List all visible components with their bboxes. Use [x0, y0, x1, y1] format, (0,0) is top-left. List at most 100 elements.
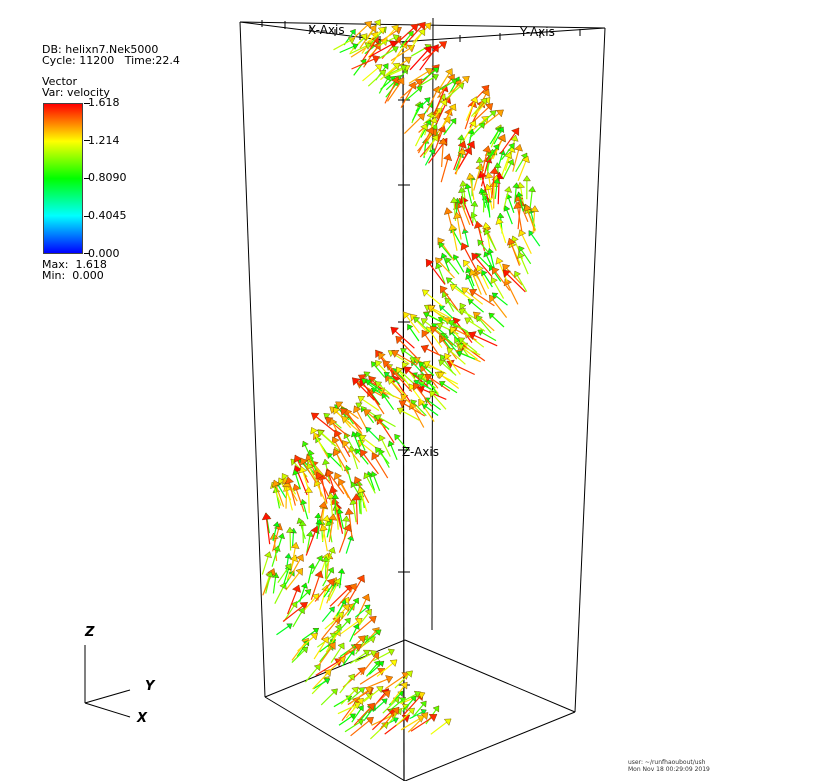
- legend-variable: Var: velocity: [42, 86, 110, 99]
- velocity-arrow-head: [373, 660, 381, 668]
- velocity-arrow-head: [428, 713, 438, 723]
- velocity-arrow-head: [450, 196, 459, 204]
- velocity-arrow-head: [382, 63, 389, 70]
- velocity-arrow-head: [351, 431, 358, 438]
- velocity-arrow-head: [332, 407, 341, 415]
- velocity-arrow-head: [449, 118, 457, 125]
- velocity-arrow-head: [341, 416, 350, 424]
- velocity-arrow-head: [363, 472, 371, 480]
- velocity-arrow-head: [421, 403, 429, 410]
- velocity-arrow-head: [457, 134, 465, 141]
- velocity-arrow-head: [375, 446, 382, 454]
- velocity-arrow-head: [416, 715, 425, 723]
- velocity-arrow-head: [473, 220, 484, 229]
- velocity-arrow-head: [356, 574, 365, 583]
- velocity-arrow-head: [300, 582, 308, 589]
- velocity-arrow-head: [342, 440, 350, 449]
- velocity-arrow-head: [420, 344, 430, 354]
- velocity-arrow-head: [444, 108, 453, 117]
- velocity-arrow-head: [313, 663, 321, 671]
- velocity-arrow-head: [502, 263, 511, 272]
- velocity-arrow-head: [295, 554, 304, 562]
- velocity-arrow-head: [470, 200, 479, 207]
- velocity-arrow-head: [448, 223, 458, 231]
- velocity-arrow-head: [437, 125, 447, 134]
- velocity-arrow-head: [478, 187, 486, 194]
- velocity-arrow-head: [331, 493, 340, 499]
- velocity-arrow-head: [364, 604, 371, 611]
- velocity-arrow-head: [317, 430, 325, 438]
- velocity-arrow-head: [360, 449, 369, 458]
- velocity-arrow-head: [328, 606, 335, 613]
- velocity-arrow-head: [482, 222, 491, 229]
- velocity-arrow-head: [261, 512, 272, 521]
- velocity-arrow-head: [407, 707, 415, 716]
- velocity-arrow-head: [392, 717, 399, 724]
- velocity-arrow-head: [413, 379, 420, 387]
- velocity-arrow-head: [271, 479, 281, 488]
- velocity-arrow-head: [464, 317, 472, 325]
- velocity-arrow-head: [391, 46, 399, 54]
- velocity-arrow-head: [522, 175, 531, 182]
- velocity-arrow-head: [468, 331, 477, 341]
- triad-y-label: Y: [145, 679, 155, 694]
- velocity-arrow-head: [305, 530, 314, 538]
- velocity-arrow-head: [414, 78, 423, 87]
- velocity-arrow-head: [356, 486, 366, 494]
- velocity-arrow-head: [293, 454, 303, 463]
- velocity-arrow-head: [337, 568, 346, 574]
- velocity-arrow-head: [420, 123, 428, 131]
- velocity-arrow-head: [377, 27, 386, 35]
- velocity-arrow-head: [489, 166, 500, 175]
- legend-label: 0.8090: [88, 171, 127, 184]
- velocity-arrow-head: [449, 326, 458, 334]
- velocity-arrow-head: [308, 562, 316, 569]
- velocity-arrow-head: [514, 144, 523, 152]
- y-axis-label: Y-Axis: [519, 25, 555, 39]
- velocity-arrow-head: [292, 483, 302, 492]
- velocity-arrow-head: [383, 372, 391, 379]
- cycle-time: Cycle: 11200 Time:22.4: [42, 54, 180, 67]
- velocity-arrow-head: [448, 103, 457, 112]
- velocity-arrow-head: [374, 414, 382, 422]
- velocity-arrow-head: [424, 373, 433, 382]
- velocity-arrow-head: [482, 145, 492, 153]
- velocity-arrow-head: [432, 67, 440, 74]
- velocity-arrow-head: [497, 126, 505, 133]
- velocity-arrow-head: [290, 601, 298, 609]
- velocity-arrow-head: [511, 127, 520, 137]
- legend-tick: [84, 216, 90, 217]
- legend-tick: [84, 178, 90, 179]
- velocity-arrow-head: [443, 207, 453, 215]
- velocity-arrow-head: [492, 144, 500, 151]
- velocity-arrow-head: [483, 251, 491, 258]
- velocity-arrow-head: [497, 134, 506, 143]
- velocity-arrow-head: [460, 242, 470, 251]
- velocity-arrow-head: [315, 471, 324, 481]
- velocity-arrow-head: [477, 329, 485, 336]
- velocity-arrow-head: [336, 612, 344, 620]
- velocity-arrow-head: [385, 675, 394, 684]
- velocity-arrow-head: [326, 578, 335, 587]
- velocity-arrow-head: [423, 22, 432, 31]
- velocity-arrow-head: [371, 54, 381, 64]
- velocity-arrow-head: [467, 128, 475, 135]
- velocity-arrow-head: [376, 686, 384, 694]
- legend-type: Vector: [42, 75, 78, 88]
- velocity-arrow-head: [362, 649, 370, 657]
- velocity-arrow-head: [489, 110, 497, 118]
- velocity-arrow-head: [351, 686, 359, 694]
- velocity-arrow-head: [477, 239, 485, 247]
- velocity-arrow-head: [306, 462, 314, 470]
- velocity-arrow-head: [445, 257, 452, 265]
- velocity-arrow-head: [431, 73, 439, 81]
- velocity-arrow-head: [495, 257, 504, 265]
- velocity-arrow-head: [400, 348, 408, 355]
- velocity-arrow-head: [357, 396, 366, 404]
- velocity-arrow-head: [518, 245, 525, 253]
- velocity-arrow-head: [314, 512, 322, 519]
- velocity-arrow-head: [523, 204, 533, 212]
- velocity-arrow-head: [365, 716, 374, 725]
- velocity-arrow-head: [438, 359, 446, 367]
